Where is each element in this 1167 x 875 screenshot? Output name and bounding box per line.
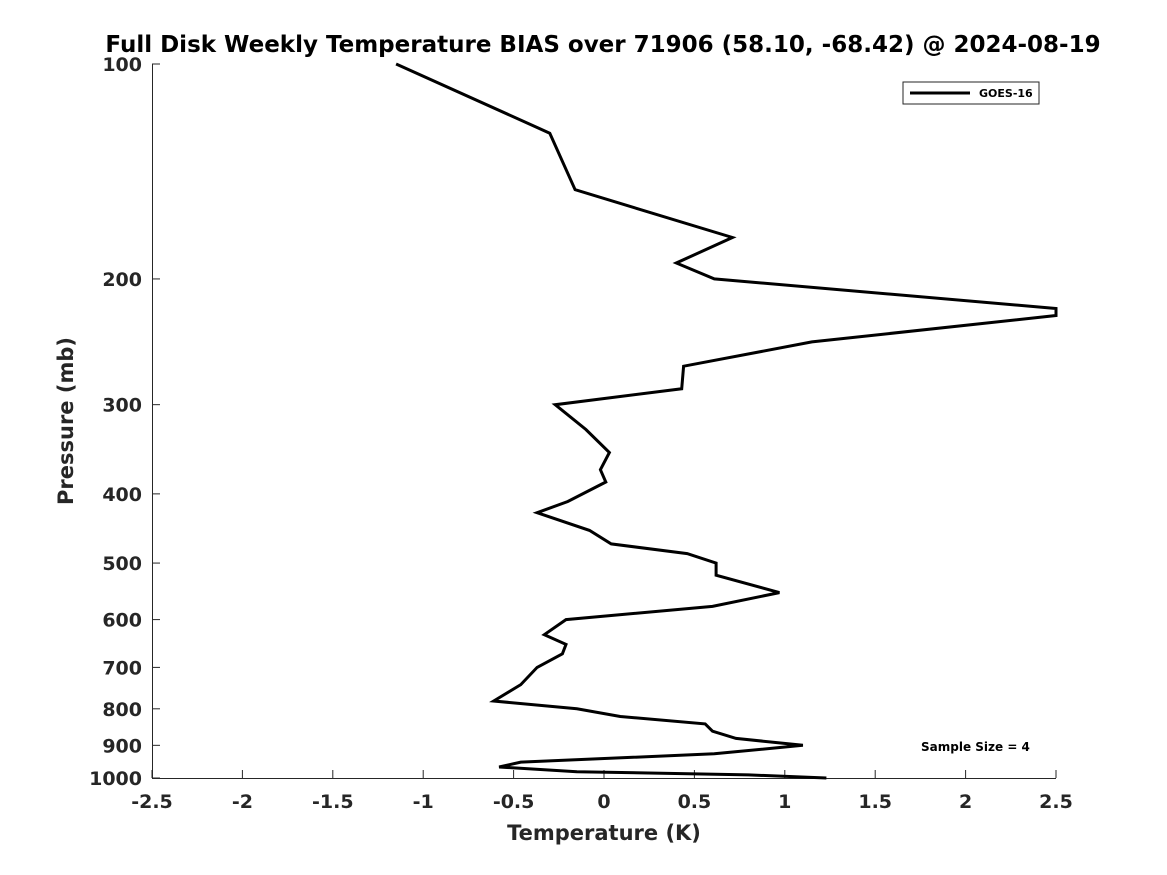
x-ticks: -2.5 -2 -1.5 -1 -0.5 0 0.5 1 1.5 2 2.5 — [131, 770, 1073, 813]
chart-title: Full Disk Weekly Temperature BIAS over 7… — [105, 32, 1100, 58]
sample-size-note: Sample Size = 4 — [921, 740, 1030, 754]
plot-axes — [152, 64, 1056, 779]
y-tick-label: 600 — [102, 610, 142, 632]
x-tick-label: -0.5 — [493, 791, 535, 813]
y-tick-label: 200 — [102, 269, 142, 291]
y-tick-label: 100 — [102, 54, 142, 76]
x-tick-label: 0 — [597, 791, 610, 813]
y-tick-label: 300 — [102, 395, 142, 417]
x-tick-label: -2 — [232, 791, 253, 813]
legend-box — [902, 81, 1040, 105]
series-layer — [395, 62, 1058, 780]
x-tick-label: 1 — [778, 791, 791, 813]
x-tick-label: 2.5 — [1039, 791, 1073, 813]
x-tick-label: 0.5 — [678, 791, 712, 813]
legend: GOES-16 — [902, 81, 1040, 105]
x-tick-label: 2 — [959, 791, 972, 813]
y-tick-label: 400 — [102, 484, 142, 506]
x-tick-label: -1.5 — [312, 791, 354, 813]
x-tick-label: 1.5 — [858, 791, 892, 813]
y-tick-label: 800 — [102, 699, 142, 721]
y-tick-label: 900 — [102, 735, 142, 757]
y-tick-label: 1000 — [89, 768, 142, 790]
y-ticks: 100 200 300 400 500 600 700 800 900 1000 — [89, 54, 160, 790]
x-tick-label: -2.5 — [131, 791, 173, 813]
x-axis-label: Temperature (K) — [507, 821, 701, 845]
x-tick-label: -1 — [413, 791, 434, 813]
series-line-goes-16 — [395, 62, 1058, 780]
legend-label-goes-16: GOES-16 — [979, 87, 1033, 100]
y-tick-label: 500 — [102, 553, 142, 575]
y-axis-label: Pressure (mb) — [54, 337, 78, 505]
y-tick-label: 700 — [102, 657, 142, 679]
